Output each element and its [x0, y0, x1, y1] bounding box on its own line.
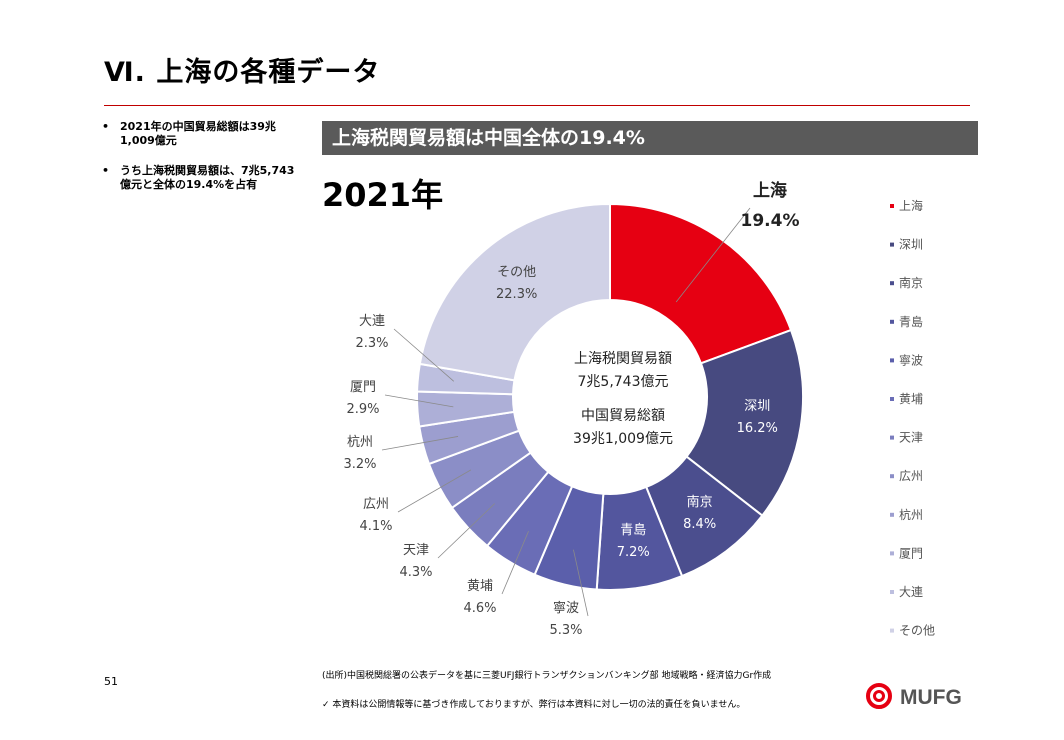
slice-value-label: 3.2% [343, 457, 376, 472]
bullet-item: 2021年の中国貿易総額は39兆1,009億元 [100, 120, 300, 148]
center-label: 7兆5,743億元 [578, 374, 669, 390]
slice-label: 広州 [363, 497, 389, 512]
slice-value-label: 4.3% [399, 565, 432, 580]
legend-marker [890, 397, 894, 401]
legend-marker [890, 281, 894, 286]
legend-marker [890, 551, 894, 556]
center-label: 39兆1,009億元 [573, 431, 673, 447]
center-label: 上海税関貿易額 [574, 351, 672, 367]
donut-chart: 上海 19.4% 深圳 16.2% 南京 8.4% 青島 7.2% 寧波 5.3% 黄埔 4.6% 天津… [343, 180, 935, 638]
leader-line [501, 531, 529, 595]
legend-marker [890, 590, 894, 594]
slice-label: 天津 [403, 543, 429, 558]
legend-item: その他 [899, 624, 935, 638]
legend-marker [890, 474, 894, 479]
legend-item: 深圳 [899, 238, 923, 252]
mufg-logo: MUFG [866, 683, 962, 709]
leader-line [397, 469, 472, 513]
page-title: Ⅵ. 上海の各種データ [104, 57, 381, 88]
legend-item: 寧波 [899, 352, 923, 367]
slice-label: 厦門 [350, 380, 376, 395]
leader-line [384, 394, 454, 408]
legend-marker [890, 204, 894, 208]
legend-marker [890, 628, 894, 633]
slice-その他 [418, 202, 611, 382]
summary-bullets: 2021年の中国貿易総額は39兆1,009億元 うち上海税関貿易額は、7兆5,7… [100, 120, 300, 208]
slice-value-label: 2.9% [346, 402, 379, 417]
legend-marker [890, 319, 894, 324]
headline-banner: 上海税関貿易額は中国全体の19.4% [322, 121, 978, 155]
slice-value-label: 7.2% [617, 545, 650, 560]
leader-line [675, 207, 751, 303]
disclaimer-note: ✓ 本資料は公開情報等に基づき作成しておりますが、弊行は本資料に対し一切の法的責… [322, 700, 746, 710]
legend-item: 黄埔 [899, 392, 923, 406]
title-divider [104, 105, 970, 106]
slice-value-label: 8.4% [683, 517, 716, 532]
slice-label: 寧波 [553, 600, 579, 616]
legend-marker [890, 512, 894, 517]
legend-item: 天津 [899, 431, 923, 445]
slice-value-label: 16.2% [737, 421, 778, 436]
legend-item: 杭州 [899, 507, 923, 522]
slice-value-label: 5.3% [549, 623, 582, 638]
legend-item: 厦門 [899, 546, 923, 560]
source-note: (出所)中国税関総署の公表データを基に三菱UFJ銀行トランザクションバンキング部… [322, 671, 772, 681]
svg-text:MUFG: MUFG [900, 686, 962, 709]
slice-label: その他 [497, 265, 536, 280]
leader-line [381, 436, 459, 451]
slice-label: 南京 [687, 494, 713, 510]
legend-item: 青島 [899, 314, 923, 329]
slice-label: 深圳 [744, 399, 770, 414]
leader-line [573, 549, 589, 617]
slice-value-label: 22.3% [496, 287, 537, 302]
leader-line [437, 503, 495, 559]
slice-value-label: 4.6% [463, 601, 496, 616]
chart-title: 2021年 [322, 176, 444, 214]
legend-item: 広州 [899, 469, 923, 483]
legend-marker [890, 435, 894, 440]
slice-label: 黄埔 [467, 579, 493, 594]
legend-item: 南京 [899, 275, 923, 290]
slice-value-label: 2.3% [355, 336, 388, 351]
slice-value-label: 19.4% [741, 211, 800, 231]
slice-label: 上海 [753, 180, 787, 201]
legend-item: 上海 [899, 198, 923, 213]
legend-item: 大連 [899, 585, 923, 599]
slice-label: 大連 [359, 314, 385, 329]
slice-label: 青島 [620, 523, 646, 538]
legend-marker [890, 358, 894, 363]
bullet-item: うち上海税関貿易額は、7兆5,743億元と全体の19.4%を占有 [100, 164, 300, 192]
leader-line [393, 328, 455, 382]
slice-value-label: 4.1% [359, 519, 392, 534]
page-number: 51 [104, 675, 118, 688]
slice-label: 杭州 [347, 435, 373, 450]
legend-marker [890, 242, 894, 247]
center-label: 中国貿易総額 [581, 408, 665, 424]
slice-上海 [609, 202, 793, 365]
